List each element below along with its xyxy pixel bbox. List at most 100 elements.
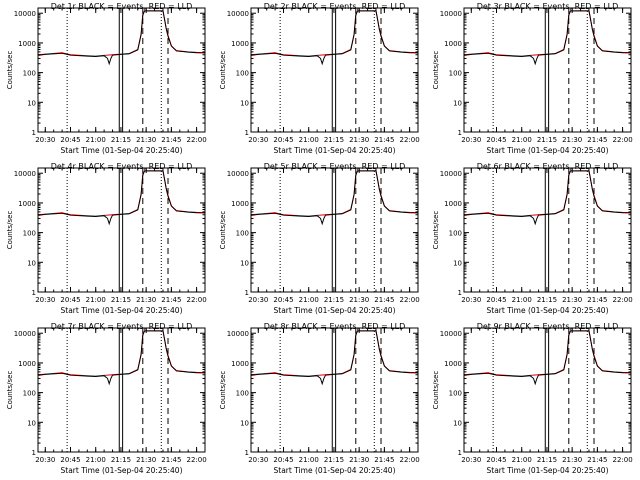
panel-title: Det 1r BLACK = Events, RED = LLD <box>51 2 193 11</box>
x-axis-label: Start Time (01-Sep-04 20:25:40) <box>61 466 183 475</box>
x-tick-label: 21:00 <box>299 296 319 304</box>
x-tick-label: 21:45 <box>161 136 181 144</box>
detector-panel: Det 1r BLACK = Events, RED = LLD 1 10 100 10… <box>6 2 207 155</box>
panel-title: Det 4r BLACK = Events, RED = LLD <box>51 162 193 171</box>
detector-panel: Det 6r BLACK = Events, RED = LLD 1 10 100 10… <box>432 162 633 315</box>
y-tick-label: 100 <box>236 390 249 398</box>
y-tick-label: 1 <box>458 129 462 137</box>
detector-panel: Det 5r BLACK = Events, RED = LLD 1 10 100 10… <box>219 162 420 315</box>
y-tick-label: 10 <box>240 259 249 267</box>
x-tick-label: 20:45 <box>60 456 80 464</box>
x-tick-label: 21:45 <box>374 296 394 304</box>
x-tick-label: 21:30 <box>349 296 369 304</box>
events-line <box>38 330 205 386</box>
x-tick-label: 21:45 <box>161 456 181 464</box>
x-tick-label: 21:30 <box>562 136 582 144</box>
panel-title: Det 5r BLACK = Events, RED = LLD <box>264 162 406 171</box>
x-tick-label: 21:15 <box>111 456 131 464</box>
events-line <box>251 10 418 66</box>
events-line <box>38 10 205 66</box>
x-tick-label: 20:45 <box>486 136 506 144</box>
x-tick-label: 22:00 <box>613 296 633 304</box>
x-tick-label: 20:45 <box>486 456 506 464</box>
y-tick-label: 1000 <box>231 200 249 208</box>
x-axis-label: Start Time (01-Sep-04 20:25:40) <box>274 146 396 155</box>
y-tick-label: 10000 <box>440 170 462 178</box>
x-tick-label: 20:45 <box>273 296 293 304</box>
x-tick-label: 21:30 <box>349 136 369 144</box>
x-tick-label: 21:45 <box>374 456 394 464</box>
y-tick-label: 10 <box>453 99 462 107</box>
x-axis-label: Start Time (01-Sep-04 20:25:40) <box>274 306 396 315</box>
x-tick-label: 22:00 <box>400 456 420 464</box>
y-tick-label: 1000 <box>444 360 462 368</box>
y-tick-label: 10000 <box>440 330 462 338</box>
y-axis-label: Counts/sec <box>432 211 440 250</box>
y-tick-label: 10 <box>27 259 36 267</box>
plot-frame <box>250 167 419 293</box>
plot-frame <box>250 327 419 453</box>
x-tick-label: 21:30 <box>136 456 156 464</box>
x-tick-label: 20:45 <box>60 136 80 144</box>
plot-frame <box>463 7 632 133</box>
plot-frame <box>37 167 206 293</box>
y-axis-label: Counts/sec <box>219 51 227 90</box>
y-tick-label: 1 <box>245 449 249 457</box>
y-tick-label: 1 <box>245 129 249 137</box>
x-tick-label: 21:30 <box>562 296 582 304</box>
x-tick-label: 21:30 <box>136 136 156 144</box>
y-tick-label: 10000 <box>14 330 36 338</box>
x-tick-label: 21:00 <box>512 456 532 464</box>
x-tick-label: 21:30 <box>349 456 369 464</box>
x-tick-label: 20:45 <box>60 296 80 304</box>
x-tick-label: 21:00 <box>86 136 106 144</box>
events-line <box>464 170 631 226</box>
y-axis-label: Counts/sec <box>6 371 14 410</box>
plot-frame <box>250 7 419 133</box>
lld-line <box>464 330 631 377</box>
lld-line <box>38 170 205 217</box>
y-tick-label: 10000 <box>227 330 249 338</box>
x-tick-label: 20:30 <box>248 456 268 464</box>
x-tick-label: 21:15 <box>324 136 344 144</box>
y-axis-label: Counts/sec <box>432 371 440 410</box>
x-axis-label: Start Time (01-Sep-04 20:25:40) <box>487 306 609 315</box>
x-tick-label: 21:00 <box>299 456 319 464</box>
y-tick-label: 1 <box>32 129 36 137</box>
x-tick-label: 21:45 <box>587 296 607 304</box>
x-axis-label: Start Time (01-Sep-04 20:25:40) <box>61 146 183 155</box>
y-tick-label: 10000 <box>227 10 249 18</box>
panel-title: Det 9r BLACK = Events, RED = LLD <box>477 322 619 331</box>
lld-line <box>38 10 205 57</box>
y-tick-label: 1 <box>32 289 36 297</box>
y-tick-label: 10 <box>453 419 462 427</box>
x-tick-label: 20:30 <box>461 136 481 144</box>
x-tick-label: 20:45 <box>486 296 506 304</box>
y-axis-label: Counts/sec <box>432 51 440 90</box>
detector-panel: Det 8r BLACK = Events, RED = LLD 1 10 100 10… <box>219 322 420 475</box>
panel-title: Det 7r BLACK = Events, RED = LLD <box>51 322 193 331</box>
y-tick-label: 10 <box>240 99 249 107</box>
x-tick-label: 21:15 <box>324 456 344 464</box>
y-tick-label: 1000 <box>18 360 36 368</box>
lld-line <box>464 10 631 57</box>
lld-line <box>251 330 418 377</box>
x-tick-label: 22:00 <box>187 296 207 304</box>
y-tick-label: 10 <box>240 419 249 427</box>
y-tick-label: 100 <box>23 70 36 78</box>
y-tick-label: 10000 <box>440 10 462 18</box>
panel-title: Det 3r BLACK = Events, RED = LLD <box>477 2 619 11</box>
x-tick-label: 20:30 <box>35 296 55 304</box>
x-tick-label: 20:30 <box>461 296 481 304</box>
x-tick-label: 21:00 <box>512 296 532 304</box>
x-tick-label: 21:15 <box>324 296 344 304</box>
panel-title: Det 8r BLACK = Events, RED = LLD <box>264 322 406 331</box>
x-tick-label: 22:00 <box>613 456 633 464</box>
y-tick-label: 100 <box>236 70 249 78</box>
y-tick-label: 10 <box>27 419 36 427</box>
y-tick-label: 1 <box>458 289 462 297</box>
x-tick-label: 21:45 <box>587 456 607 464</box>
x-tick-label: 22:00 <box>187 136 207 144</box>
x-tick-label: 21:45 <box>587 136 607 144</box>
plot-frame <box>463 167 632 293</box>
